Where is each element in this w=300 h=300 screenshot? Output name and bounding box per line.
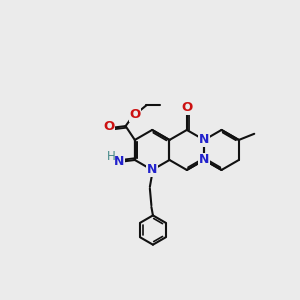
Text: N: N xyxy=(199,154,209,166)
Text: N: N xyxy=(147,164,157,176)
Text: N: N xyxy=(199,134,209,146)
Text: N: N xyxy=(114,155,124,168)
Text: O: O xyxy=(103,120,114,134)
Text: O: O xyxy=(181,101,193,114)
Text: H: H xyxy=(107,150,116,164)
Text: O: O xyxy=(129,108,140,121)
